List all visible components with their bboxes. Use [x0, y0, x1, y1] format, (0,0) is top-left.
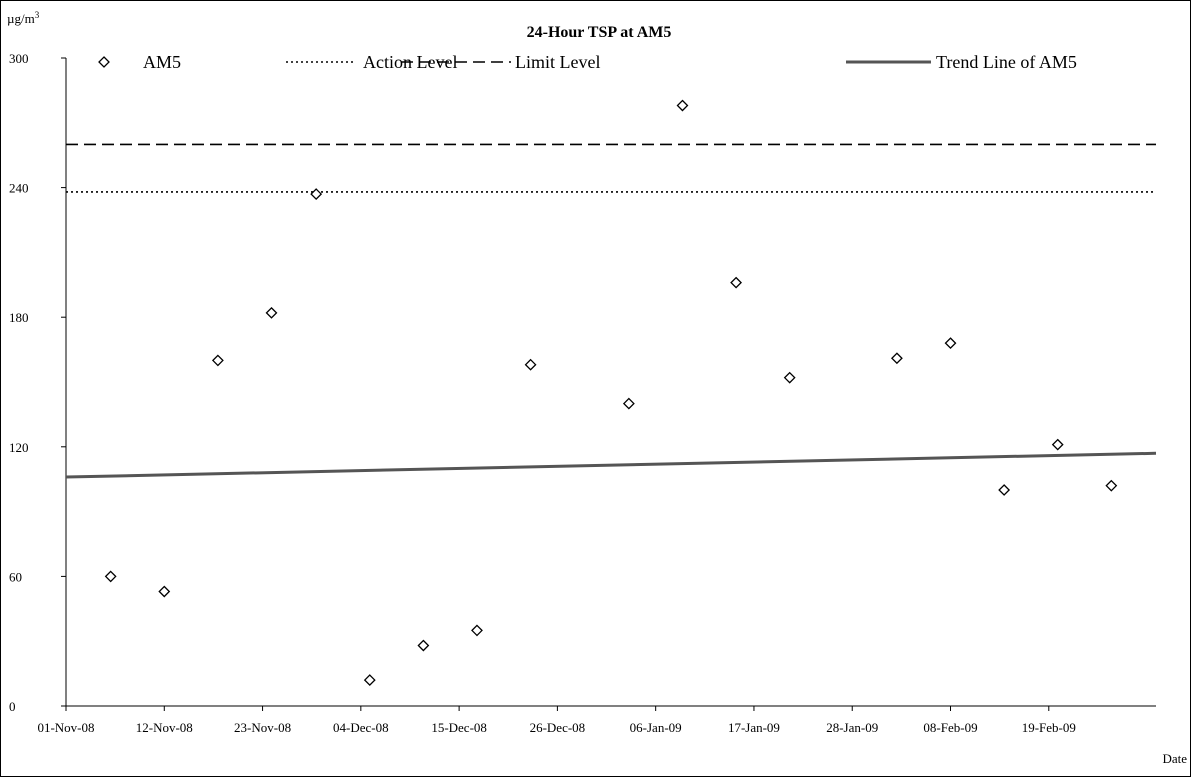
- x-tick-label: 06-Jan-09: [630, 720, 682, 735]
- data-point-am5: [417, 639, 430, 652]
- plot-area: 0 60 120 180 240 300 01-Nov-08 12-Nov-08 23-Nov-…: [9, 51, 1157, 735]
- series-line-trend-line-of-am5: [65, 451, 1157, 479]
- data-point-am5: [310, 188, 323, 200]
- y-axis-unit-superscript: 3: [35, 10, 40, 20]
- data-point-am5: [1051, 438, 1064, 451]
- y-tick-label: 60: [9, 569, 22, 584]
- x-tick-label: 01-Nov-08: [37, 720, 94, 735]
- y-tick-label: 180: [9, 310, 29, 325]
- data-point-am5: [944, 337, 957, 350]
- y-axis-unit-label: µg/m3: [7, 10, 40, 26]
- x-tick-label: 04-Dec-08: [333, 720, 389, 735]
- data-point-am5: [730, 276, 743, 289]
- x-tick-label: 15-Dec-08: [431, 720, 487, 735]
- data-point-am5: [890, 352, 903, 365]
- y-tick-label: 120: [9, 440, 29, 455]
- x-tick-label: 28-Jan-09: [826, 720, 878, 735]
- legend-label-limit-level: Limit Level: [515, 52, 600, 72]
- data-point-am5: [622, 397, 635, 410]
- chart-title: 24-Hour TSP at AM5: [527, 24, 672, 41]
- x-tick-label: 23-Nov-08: [234, 720, 291, 735]
- y-tick-label: 0: [9, 699, 16, 714]
- data-point-am5: [104, 570, 117, 583]
- x-axis-label: Date: [1162, 751, 1187, 766]
- data-point-am5: [1105, 479, 1118, 492]
- x-tick-label: 26-Dec-08: [530, 720, 586, 735]
- data-point-am5: [676, 99, 689, 112]
- data-point-am5: [471, 624, 483, 637]
- y-tick-label: 240: [9, 181, 29, 196]
- data-point-am5: [783, 371, 796, 384]
- legend-marker-am5: [98, 56, 110, 68]
- y-axis-unit-text: µg/m: [7, 11, 35, 26]
- data-point-am5: [211, 354, 224, 367]
- x-tick-label: 17-Jan-09: [728, 720, 780, 735]
- legend: AM5 Action Level Limit Level Trend Line of …: [98, 52, 1077, 72]
- x-tick-label: 12-Nov-08: [136, 720, 193, 735]
- data-point-am5: [524, 358, 537, 371]
- legend-label-am5: AM5: [143, 52, 181, 72]
- y-tick-label: 300: [9, 51, 29, 66]
- data-point-am5: [998, 484, 1011, 496]
- x-tick-label: 19-Feb-09: [1022, 720, 1076, 735]
- legend-label-trend-line-of-am5: Trend Line of AM5: [936, 52, 1077, 72]
- data-point-am5: [158, 585, 171, 598]
- x-tick-label: 08-Feb-09: [923, 720, 977, 735]
- data-point-am5: [265, 306, 278, 319]
- data-point-am5: [363, 674, 376, 686]
